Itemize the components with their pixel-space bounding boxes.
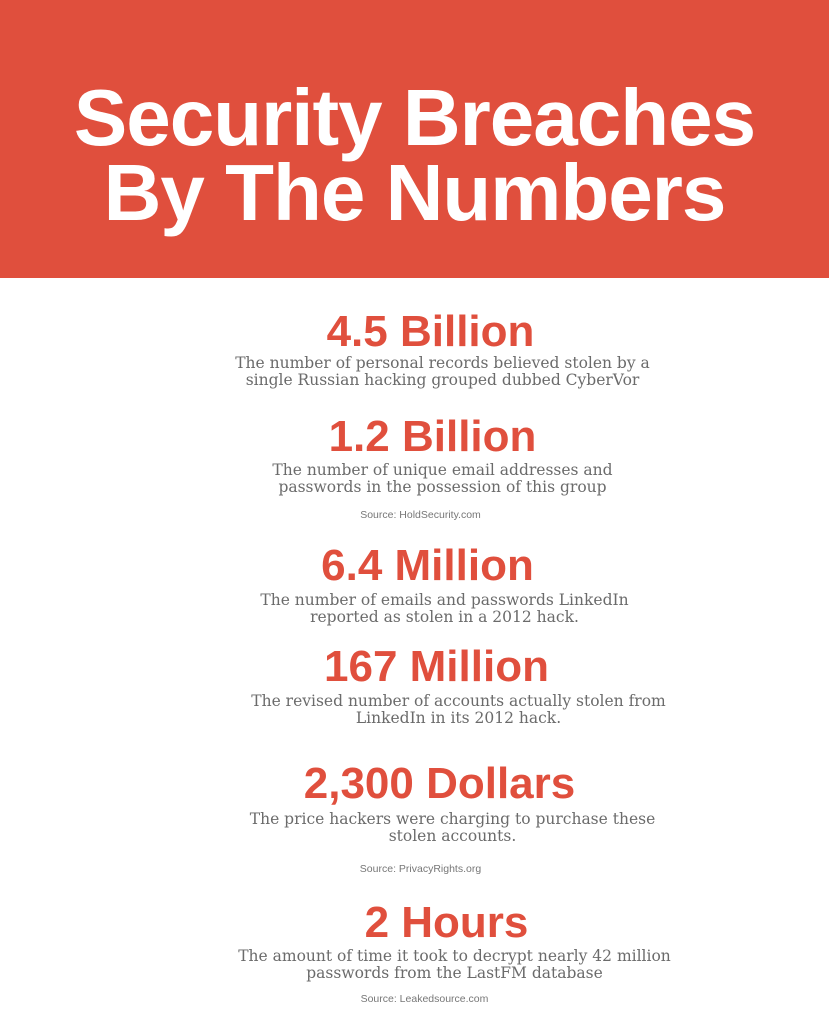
stat-value: 167 Million xyxy=(324,642,549,691)
stat-value: 1.2 Billion xyxy=(328,412,537,461)
stat-value: 2,300 Dollars xyxy=(303,759,576,808)
stat-description: The price hackers were charging to purch… xyxy=(249,810,656,845)
source-note: Source: HoldSecurity.com xyxy=(360,509,481,521)
source-note: Source: PrivacyRights.org xyxy=(359,863,482,875)
header-banner: Security Breaches By The Numbers xyxy=(0,0,829,278)
stat-description: The amount of time it took to decrypt ne… xyxy=(238,947,671,982)
title-line-2: By The Numbers xyxy=(103,148,727,237)
title-line-1: Security Breaches xyxy=(73,73,756,162)
stat-description: The number of unique email addresses and… xyxy=(272,461,613,496)
stat-description: The number of emails and passwords Linke… xyxy=(260,591,629,626)
stat-value: 2 Hours xyxy=(364,898,529,947)
stat-description: The revised number of accounts actually … xyxy=(251,692,666,727)
stat-value: 4.5 Billion xyxy=(326,307,535,356)
stat-description: The number of personal records believed … xyxy=(235,354,650,389)
stat-value: 6.4 Million xyxy=(321,541,534,590)
source-note: Source: Leakedsource.com xyxy=(360,993,489,1005)
